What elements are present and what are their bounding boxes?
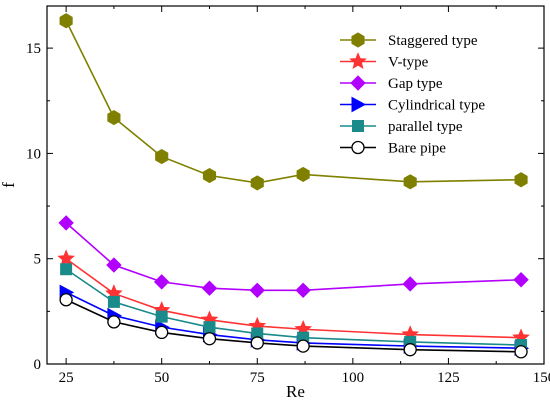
legend-label: V-type — [388, 55, 429, 71]
series-line — [65, 291, 522, 350]
series-line — [65, 268, 522, 346]
plot-area — [57, 13, 530, 359]
x-tick-label: 100 — [342, 370, 365, 386]
data-point — [57, 249, 75, 267]
legend-entry: Staggered type — [340, 32, 478, 49]
x-tick-label: 125 — [437, 370, 460, 386]
data-point — [107, 295, 120, 308]
y-tick-label: 10 — [26, 146, 41, 162]
series-parallel-type — [60, 263, 528, 352]
data-point — [296, 339, 310, 353]
legend-label: Bare pipe — [388, 141, 446, 157]
data-point — [403, 343, 417, 357]
legend-marker — [351, 140, 365, 155]
data-point — [250, 336, 264, 350]
data-point — [250, 175, 264, 191]
series-bare-pipe — [59, 293, 528, 359]
data-point — [153, 274, 170, 290]
data-point — [155, 310, 168, 323]
data-point — [107, 315, 121, 329]
data-point — [295, 282, 311, 299]
legend-marker — [350, 75, 366, 91]
legend-entry: Cylindrical type — [340, 96, 485, 114]
data-point — [106, 257, 122, 273]
legend-label: Cylindrical type — [388, 98, 485, 114]
legend-label: parallel type — [388, 119, 463, 135]
data-point — [59, 13, 73, 29]
data-point — [155, 325, 169, 340]
series-line — [65, 20, 522, 184]
axes: 25 50 75 100 125 150 0 5 10 15 — [26, 5, 550, 386]
series-gap-type — [58, 215, 529, 299]
legend-marker — [351, 32, 365, 48]
series-line — [65, 299, 522, 353]
data-point — [513, 272, 529, 288]
data-point — [58, 215, 74, 231]
data-point — [203, 321, 216, 334]
y-tick-label: 5 — [34, 252, 42, 268]
data-point — [155, 148, 169, 165]
series-staggered-type — [59, 13, 528, 191]
data-point — [107, 110, 121, 126]
legend-label: Gap type — [388, 76, 443, 92]
legend-marker — [351, 96, 367, 113]
data-point — [514, 172, 528, 188]
legend-label: Staggered type — [388, 33, 478, 49]
legend-entry: parallel type — [340, 119, 463, 135]
data-point — [202, 167, 217, 184]
series-line — [65, 258, 522, 339]
plot-frame — [46, 5, 545, 365]
legend-entry: Bare pipe — [340, 141, 446, 157]
series-v-type — [57, 249, 530, 346]
legend-marker — [352, 120, 364, 132]
data-point — [202, 332, 217, 346]
y-tick-label: 15 — [26, 41, 41, 57]
x-axis-title: Re — [286, 382, 305, 401]
data-point — [514, 345, 528, 359]
legend-marker — [349, 52, 367, 70]
data-point — [296, 166, 310, 183]
x-tick-label: 75 — [250, 370, 265, 386]
legend-entry: V-type — [340, 52, 429, 71]
y-tick-label: 0 — [34, 357, 42, 373]
legend: Staggered type V-type Gap type Cylindrical … — [340, 32, 485, 157]
legend-entry: Gap type — [340, 75, 443, 92]
data-point — [201, 280, 218, 296]
x-tick-label: 50 — [154, 370, 169, 386]
data-point — [402, 276, 418, 292]
x-tick-label: 150 — [533, 370, 550, 386]
data-point — [59, 293, 73, 307]
x-tick-label: 25 — [59, 370, 74, 386]
y-axis-title: f — [0, 182, 18, 188]
data-point — [249, 282, 265, 299]
data-point — [60, 263, 73, 276]
series-line — [65, 222, 522, 292]
data-point — [403, 174, 417, 190]
